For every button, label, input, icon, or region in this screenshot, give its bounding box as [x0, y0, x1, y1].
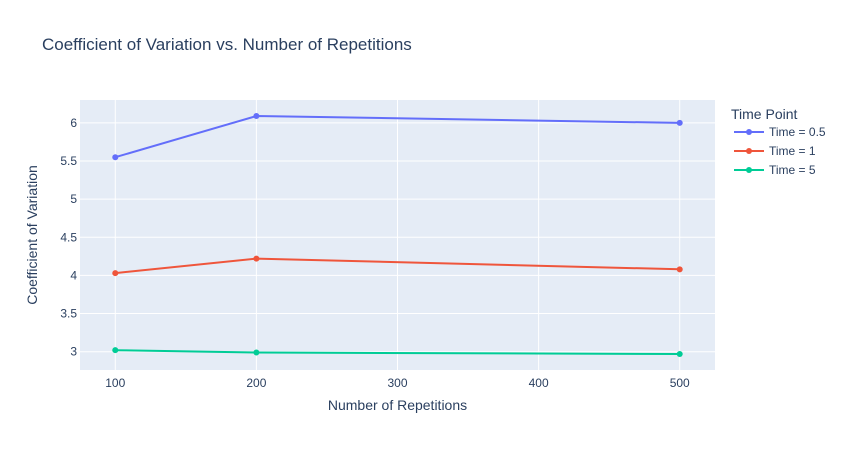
grid [80, 100, 715, 370]
legend-title: Time Point [731, 106, 798, 122]
y-tick-label: 6 [70, 116, 77, 130]
x-tick-labels: 100 200 300 400 500 [105, 376, 690, 390]
data-point [253, 255, 260, 262]
data-point [112, 154, 119, 161]
legend-swatch-marker [746, 129, 752, 135]
legend-swatch-marker [746, 148, 752, 154]
x-tick-label: 500 [670, 376, 690, 390]
x-tick-label: 400 [529, 376, 549, 390]
y-tick-labels: 3 3.5 4 4.5 5 5.5 6 [60, 116, 77, 359]
x-tick-label: 200 [246, 376, 266, 390]
data-point [112, 347, 119, 354]
data-point [112, 270, 119, 277]
y-tick-label: 5 [70, 192, 77, 206]
y-tick-label: 3.5 [60, 307, 77, 321]
y-tick-label: 5.5 [60, 154, 77, 168]
y-tick-label: 4.5 [60, 230, 77, 244]
x-axis-label: Number of Repetitions [328, 397, 467, 413]
y-tick-label: 4 [70, 268, 77, 282]
data-point [676, 119, 683, 126]
y-axis-label: Coefficient of Variation [24, 165, 40, 305]
x-tick-label: 300 [387, 376, 407, 390]
legend: Time Point Time = 0.5 Time = 1 Time = 5 [731, 106, 826, 177]
y-tick-label: 3 [70, 345, 77, 359]
legend-swatch-marker [746, 167, 752, 173]
data-point [253, 113, 260, 120]
x-tick-label: 100 [105, 376, 125, 390]
series-group [112, 113, 683, 357]
data-point [676, 266, 683, 273]
legend-item-label: Time = 0.5 [769, 125, 826, 139]
legend-item-label: Time = 1 [769, 144, 816, 158]
chart-title: Coefficient of Variation vs. Number of R… [42, 35, 412, 54]
legend-item-label: Time = 5 [769, 163, 816, 177]
data-point [676, 350, 683, 357]
data-point [253, 349, 260, 356]
